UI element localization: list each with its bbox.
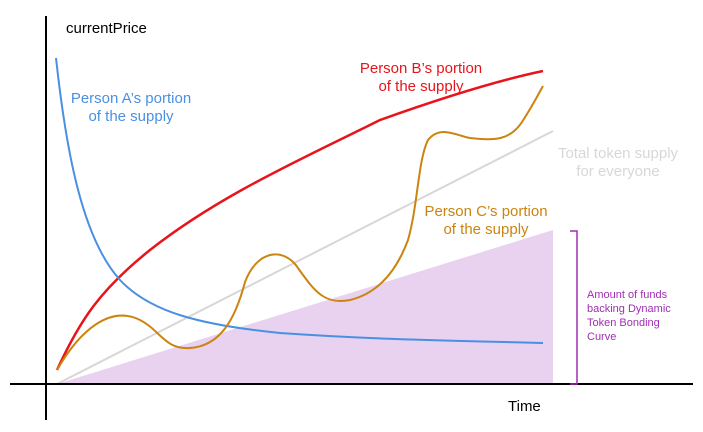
person-a-curve: [55, 57, 544, 344]
funds-area: [57, 230, 553, 384]
funds-bracket: [570, 230, 578, 385]
total-supply-label-line-2: for everyone: [576, 163, 659, 180]
person-b-curve: [55, 69, 544, 371]
person-c-label-line-2: of the supply: [443, 221, 529, 238]
y-axis-label: currentPrice: [66, 20, 147, 37]
total-supply-label-line-1: Total token supply: [558, 145, 679, 162]
person-a-label-line-1: Person A’s portion: [71, 90, 191, 107]
person-b-label-line-2: of the supply: [378, 78, 464, 95]
funds-label-line-4: Curve: [587, 331, 616, 343]
person-c-label-line-1: Person C’s portion: [424, 203, 547, 220]
funds-label-line-2: backing Dynamic: [587, 303, 671, 315]
person-a-label-line-2: of the supply: [88, 108, 174, 125]
funds-label-line-1: Amount of funds: [587, 289, 668, 301]
x-axis-label: Time: [508, 398, 541, 415]
total-supply-line: [56, 130, 554, 385]
funds-label-line-3: Token Bonding: [587, 317, 660, 329]
person-c-curve: [56, 85, 544, 371]
person-b-label-line-1: Person B’s portion: [360, 60, 482, 77]
